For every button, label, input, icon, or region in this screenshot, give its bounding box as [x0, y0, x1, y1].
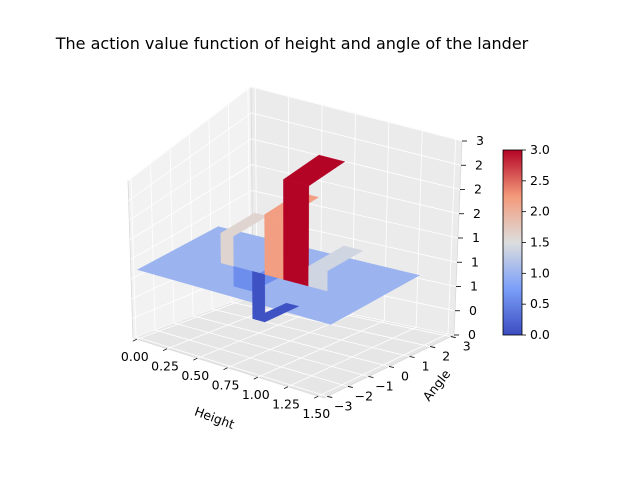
x-tick-label: 1.50 [302, 406, 330, 421]
y-tick-label: 2 [442, 349, 450, 364]
z-tick-label: 2 [475, 157, 483, 172]
grid-line-z [127, 86, 463, 182]
x-tick-mark [223, 367, 228, 371]
y-tick-mark [347, 386, 353, 388]
x-tick-label: 1.00 [242, 387, 270, 402]
colorbar [502, 149, 523, 336]
z-tick-label: 2 [473, 206, 481, 221]
x-tick-label: 0.00 [121, 349, 149, 364]
grid-line-z [129, 138, 461, 221]
colorbar-tick-label: 0.0 [530, 327, 550, 342]
surface-column-face [264, 214, 284, 280]
x-tick-label: 0.50 [181, 368, 209, 383]
z-tick-label: 2 [474, 182, 482, 197]
y-tick-label: 3 [463, 339, 471, 354]
surface-column-top [326, 271, 402, 302]
y-tick-label: 1 [422, 359, 430, 374]
y-tick-label: 0 [401, 369, 409, 384]
x-tick-mark [314, 395, 319, 399]
x-axis-ticks: 0.000.250.500.751.001.251.50 [121, 338, 330, 421]
chart-title: The action value function of height and … [55, 34, 529, 53]
x-tick-mark [132, 338, 137, 342]
grid-line-z [129, 164, 460, 241]
surface-column-face [283, 179, 310, 287]
y-tick-mark [450, 336, 456, 338]
x-tick-mark [253, 376, 258, 380]
y-tick-label: −3 [334, 398, 352, 413]
z-axis-ticks: 0 0 1 1 1 2 2 2 3 [454, 133, 484, 342]
grid-line-z [130, 190, 459, 260]
y-tick-mark [409, 356, 415, 358]
colorbar-tick-label: 0.5 [530, 296, 550, 311]
z-tick-label: 3 [476, 133, 484, 148]
x-axis-label: Height [193, 404, 237, 432]
surface-column-top [252, 302, 300, 323]
z-tick-label: 1 [471, 254, 479, 269]
colorbar-tick-label: 1.5 [530, 235, 550, 250]
colorbar-tick-label: 2.0 [530, 204, 550, 219]
colorbar-tick-label: 1.0 [530, 265, 550, 280]
y-tick-mark [368, 376, 374, 378]
colorbar-tick-label: 3.0 [530, 142, 550, 157]
z-tick-label: 0 [468, 327, 476, 342]
z-tick-label: 1 [472, 230, 480, 245]
z-tick-label: 1 [470, 279, 478, 294]
x-tick-mark [283, 386, 289, 390]
surface-column-top [308, 245, 364, 272]
y-tick-label: −1 [375, 378, 393, 393]
grid-line-y [192, 315, 390, 367]
y-tick-label: −2 [355, 388, 373, 403]
y-tick-mark [388, 366, 395, 368]
surface-column-top [283, 154, 346, 187]
colorbar-ticks: 0.0 0.5 1.0 1.5 2.0 2.5 3.0 [522, 142, 550, 342]
y-tick-mark [430, 346, 436, 348]
grid-line-y [154, 329, 348, 387]
colorbar-tick-label: 2.5 [530, 173, 550, 188]
grid-line-y [135, 336, 328, 397]
x-tick-label: 0.75 [212, 378, 240, 393]
grid-line-y [173, 322, 369, 377]
y-tick-mark [327, 396, 333, 398]
grid-line-z [128, 112, 462, 201]
x-tick-label: 1.25 [272, 397, 300, 412]
grid-line-y [211, 308, 410, 357]
x-tick-label: 0.25 [151, 359, 179, 374]
x-tick-mark [162, 348, 168, 352]
surface-plot [137, 154, 420, 325]
z-tick-label: 0 [469, 303, 477, 318]
surface-column-face [220, 232, 234, 267]
x-tick-mark [193, 357, 198, 361]
